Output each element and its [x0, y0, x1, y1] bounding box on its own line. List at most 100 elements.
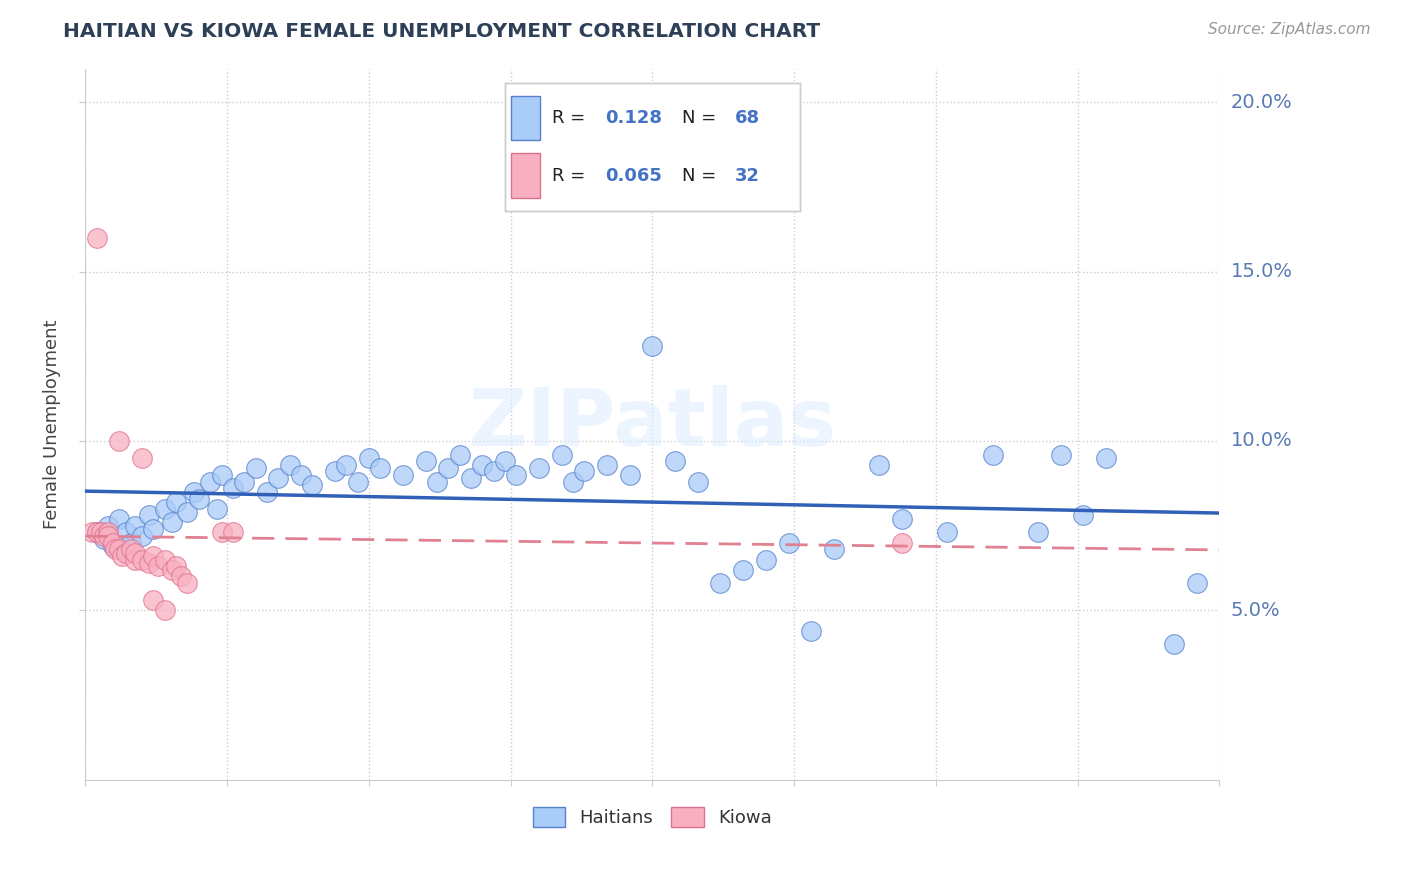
- Point: [198, 475, 221, 489]
- Point: [115, 546, 138, 560]
- Point: [936, 525, 959, 540]
- Point: [267, 471, 290, 485]
- Text: HAITIAN VS KIOWA FEMALE UNEMPLOYMENT CORRELATION CHART: HAITIAN VS KIOWA FEMALE UNEMPLOYMENT COR…: [63, 22, 820, 41]
- Point: [142, 522, 165, 536]
- Point: [290, 467, 312, 482]
- Point: [505, 467, 527, 482]
- Point: [124, 552, 146, 566]
- Point: [449, 448, 471, 462]
- Point: [437, 461, 460, 475]
- Point: [97, 529, 120, 543]
- Point: [131, 552, 153, 566]
- Point: [131, 450, 153, 465]
- Point: [160, 563, 183, 577]
- Point: [1163, 637, 1185, 651]
- Point: [86, 231, 108, 245]
- Point: [686, 475, 709, 489]
- Point: [755, 552, 778, 566]
- Point: [619, 467, 641, 482]
- Point: [778, 535, 800, 549]
- Point: [1026, 525, 1049, 540]
- Text: ZIPatlas: ZIPatlas: [468, 385, 837, 463]
- Point: [146, 559, 169, 574]
- Point: [120, 542, 142, 557]
- Point: [471, 458, 494, 472]
- Point: [93, 532, 115, 546]
- Point: [108, 434, 131, 448]
- Point: [115, 525, 138, 540]
- Point: [1095, 450, 1118, 465]
- Point: [86, 525, 108, 540]
- Point: [153, 552, 176, 566]
- Point: [111, 549, 134, 563]
- Point: [346, 475, 368, 489]
- Point: [153, 501, 176, 516]
- Point: [131, 529, 153, 543]
- Point: [368, 461, 391, 475]
- Point: [562, 475, 585, 489]
- Text: 10.0%: 10.0%: [1230, 432, 1292, 450]
- Y-axis label: Female Unemployment: Female Unemployment: [44, 319, 60, 529]
- Point: [823, 542, 845, 557]
- Point: [211, 467, 233, 482]
- Point: [494, 454, 516, 468]
- Point: [211, 525, 233, 540]
- Point: [1073, 508, 1095, 523]
- Point: [86, 525, 108, 540]
- Text: 20.0%: 20.0%: [1230, 93, 1292, 112]
- Point: [415, 454, 437, 468]
- Point: [176, 576, 198, 591]
- Point: [256, 484, 278, 499]
- Point: [187, 491, 209, 506]
- Point: [170, 569, 193, 583]
- Point: [90, 525, 112, 540]
- Point: [205, 501, 228, 516]
- Point: [97, 518, 120, 533]
- Point: [323, 465, 346, 479]
- Point: [142, 549, 165, 563]
- Point: [426, 475, 449, 489]
- Point: [97, 525, 120, 540]
- Point: [392, 467, 415, 482]
- Point: [482, 465, 505, 479]
- Point: [101, 535, 124, 549]
- Point: [138, 508, 160, 523]
- Point: [222, 525, 245, 540]
- Point: [138, 556, 160, 570]
- Point: [153, 603, 176, 617]
- Point: [124, 546, 146, 560]
- Point: [335, 458, 357, 472]
- Text: 5.0%: 5.0%: [1230, 601, 1281, 620]
- Point: [800, 624, 823, 638]
- Point: [104, 542, 127, 557]
- Point: [165, 559, 187, 574]
- Point: [301, 478, 323, 492]
- Point: [574, 465, 596, 479]
- Point: [733, 563, 755, 577]
- Point: [890, 512, 912, 526]
- Point: [93, 529, 115, 543]
- Text: 15.0%: 15.0%: [1230, 262, 1292, 281]
- Point: [120, 535, 142, 549]
- Point: [357, 450, 380, 465]
- Point: [890, 535, 912, 549]
- Point: [183, 484, 205, 499]
- Point: [245, 461, 267, 475]
- Point: [981, 448, 1004, 462]
- Point: [124, 518, 146, 533]
- Point: [709, 576, 731, 591]
- Point: [551, 448, 574, 462]
- Text: Source: ZipAtlas.com: Source: ZipAtlas.com: [1208, 22, 1371, 37]
- Legend: Haitians, Kiowa: Haitians, Kiowa: [526, 799, 779, 835]
- Point: [142, 593, 165, 607]
- Point: [222, 482, 245, 496]
- Point: [1254, 525, 1277, 540]
- Point: [108, 512, 131, 526]
- Point: [1049, 448, 1071, 462]
- Point: [460, 471, 482, 485]
- Point: [596, 458, 619, 472]
- Point: [165, 495, 187, 509]
- Point: [664, 454, 686, 468]
- Point: [278, 458, 301, 472]
- Point: [176, 505, 198, 519]
